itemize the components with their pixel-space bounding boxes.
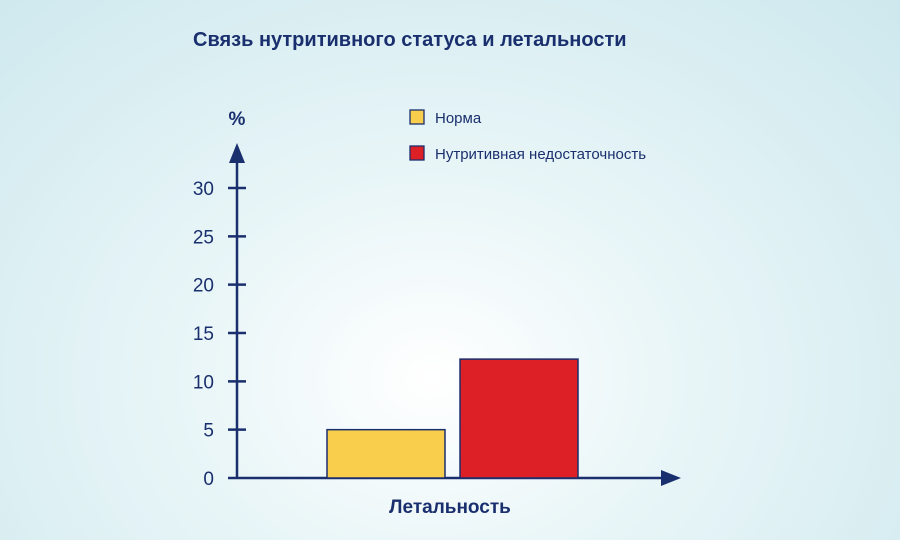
legend-swatch-1	[409, 145, 425, 161]
legend-label-0: Норма	[435, 110, 482, 127]
bar-norma	[326, 428, 446, 479]
x-axis-arrow	[661, 470, 681, 486]
y-ticks: 0 5 10 15 20 25 30	[193, 179, 246, 490]
y-tick-label-5: 5	[203, 421, 214, 442]
chart-title: Связь нутритивного статуса и летальности	[193, 29, 627, 51]
y-tick-label-0: 0	[203, 469, 214, 490]
y-axis-arrow	[229, 143, 245, 163]
legend-swatch-0	[409, 109, 425, 125]
x-axis-label: Летальность	[389, 497, 511, 518]
legend: Норма Нутритивная недостаточность	[409, 109, 646, 163]
y-tick-label-25: 25	[193, 227, 214, 248]
bar-nutritive-deficiency	[459, 358, 579, 479]
y-tick-label-15: 15	[193, 324, 214, 345]
legend-label-1: Нутритивная недостаточность	[435, 146, 646, 163]
y-tick-label-10: 10	[193, 372, 214, 393]
bars	[326, 358, 579, 479]
y-tick-label-20: 20	[193, 276, 214, 297]
y-axis-label: %	[229, 109, 246, 130]
y-tick-label-30: 30	[193, 179, 214, 200]
